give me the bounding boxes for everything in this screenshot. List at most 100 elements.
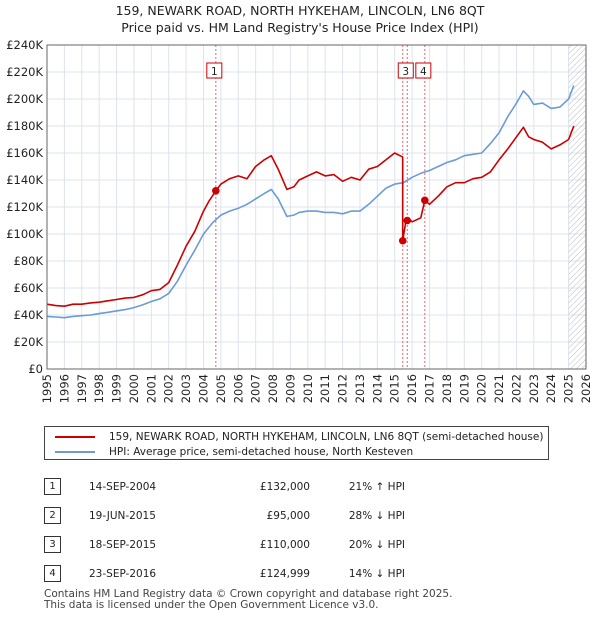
- marker-box-frame: [415, 62, 432, 79]
- y-tick-label: £0: [28, 362, 43, 376]
- sale-number-cell: 4: [44, 559, 89, 588]
- marker-box-label: 3: [402, 66, 409, 78]
- y-tick-label: £240K: [6, 38, 43, 52]
- marker-box-label: 4: [420, 66, 427, 78]
- series-line-property: [46, 125, 575, 307]
- footer-line2: This data is licensed under the Open Gov…: [44, 599, 379, 611]
- y-tick-label: £80K: [14, 254, 44, 268]
- marker-box-4: 4: [415, 62, 432, 79]
- y-tick-label: £100K: [6, 227, 43, 241]
- x-tick-label: 2001: [144, 374, 158, 403]
- y-tick-label: £40K: [14, 308, 44, 322]
- y-tick-label: £180K: [6, 119, 43, 133]
- x-tick-label: 2006: [231, 374, 245, 403]
- marker-box-label: 1: [211, 66, 218, 78]
- x-tick-label: 1998: [92, 374, 106, 403]
- y-tick-label: £140K: [6, 173, 43, 187]
- sale-hpi-change: 14% ↓ HPI: [348, 567, 405, 580]
- y-tick-label: £120K: [6, 200, 43, 214]
- y-tick-label: £220K: [6, 65, 43, 79]
- x-tick-label: 1999: [110, 374, 124, 403]
- sales-table-row: 2 19-JUN-2015 £95,000 28% ↓ HPI: [44, 501, 405, 530]
- x-tick-label: 2012: [336, 374, 350, 403]
- y-tick-label: £200K: [6, 92, 43, 106]
- y-tick-label: £60K: [14, 281, 44, 295]
- x-tick-label: 2014: [370, 374, 384, 403]
- marker-box-frame: [397, 62, 414, 79]
- sale-price: £110,000: [259, 538, 310, 551]
- x-tick-label: 1995: [40, 374, 54, 403]
- x-tick-label: 2007: [249, 374, 263, 403]
- legend-swatch-property: [55, 435, 95, 438]
- sale-hpi-change: 28% ↓ HPI: [348, 509, 405, 522]
- legend-item-hpi: HPI: Average price, semi-detached house,…: [55, 444, 413, 459]
- legend-label-property: 159, NEWARK ROAD, NORTH HYKEHAM, LINCOLN…: [109, 430, 544, 443]
- x-tick-label: 2023: [527, 374, 541, 403]
- sale-date: 19-JUN-2015: [89, 509, 156, 522]
- sale-price: £124,999: [259, 567, 310, 580]
- legend-item-property: 159, NEWARK ROAD, NORTH HYKEHAM, LINCOLN…: [55, 429, 543, 444]
- sale-point-2: [398, 236, 407, 245]
- x-tick-label: 2019: [457, 374, 471, 403]
- chart-title-line1: 159, NEWARK ROAD, NORTH HYKEHAM, LINCOLN…: [115, 3, 485, 18]
- x-tick-label: 2016: [405, 374, 419, 403]
- chart-title: 159, NEWARK ROAD, NORTH HYKEHAM, LINCOLN…: [0, 2, 600, 36]
- x-tick-label: 2026: [579, 374, 593, 403]
- x-tick-label: 2003: [179, 374, 193, 403]
- legend-label-hpi: HPI: Average price, semi-detached house,…: [109, 445, 414, 458]
- sale-number-badge: 1: [44, 478, 61, 495]
- x-tick-label: 2011: [318, 374, 332, 403]
- sale-point-1: [212, 187, 220, 195]
- x-tick-label: 2010: [301, 374, 315, 403]
- sale-number-cell: 3: [44, 530, 89, 559]
- footer: Contains HM Land Registry data © Crown c…: [44, 589, 452, 611]
- y-tick-label: £20K: [14, 335, 44, 349]
- footer-line1: Contains HM Land Registry data © Crown c…: [44, 588, 453, 600]
- plot-frame: [46, 44, 587, 370]
- x-tick-label: 2005: [214, 374, 228, 403]
- marker-box-frame: [206, 62, 223, 79]
- y-tick-label: £160K: [6, 146, 43, 160]
- sale-number-cell: 2: [44, 501, 89, 530]
- sale-number-cell: 1: [44, 472, 89, 501]
- sale-date: 23-SEP-2016: [89, 567, 157, 580]
- x-tick-label: 2004: [196, 374, 210, 403]
- sales-table-row: 4 23-SEP-2016 £124,999 14% ↓ HPI: [44, 559, 405, 588]
- x-tick-label: 1997: [75, 374, 89, 403]
- x-tick-label: 2008: [266, 374, 280, 403]
- sale-number-badge: 3: [44, 536, 61, 553]
- x-tick-label: 2000: [127, 374, 141, 403]
- sale-number-badge: 2: [44, 507, 61, 524]
- x-tick-label: 2024: [544, 374, 558, 403]
- x-tick-label: 2025: [562, 374, 576, 403]
- x-tick-label: 2009: [283, 374, 297, 403]
- sale-price: £95,000: [266, 509, 310, 522]
- x-tick-label: 2013: [353, 374, 367, 403]
- sale-point-4: [421, 196, 429, 205]
- sale-hpi-change: 20% ↓ HPI: [348, 538, 405, 551]
- sale-date: 18-SEP-2015: [89, 538, 157, 551]
- chart-legend: 159, NEWARK ROAD, NORTH HYKEHAM, LINCOLN…: [44, 426, 549, 460]
- sale-point-3: [403, 216, 412, 225]
- sale-hpi-change: 21% ↑ HPI: [348, 480, 405, 493]
- sale-date: 14-SEP-2004: [89, 480, 157, 493]
- x-tick-label: 2017: [423, 374, 437, 403]
- sales-table: 1 14-SEP-2004 £132,000 21% ↑ HPI 2 19-JUN-201…: [44, 472, 405, 588]
- x-tick-label: 2015: [388, 374, 402, 403]
- sale-price: £132,000: [259, 480, 310, 493]
- marker-box-1: 1: [206, 62, 223, 79]
- x-tick-label: 1996: [57, 374, 71, 403]
- legend-swatch-hpi: [55, 450, 95, 453]
- x-tick-label: 2022: [509, 374, 523, 403]
- x-tick-label: 2018: [440, 374, 454, 403]
- marker-box-3: 3: [397, 62, 414, 79]
- sales-table-row: 1 14-SEP-2004 £132,000 21% ↑ HPI: [44, 472, 405, 501]
- sale-number-badge: 4: [44, 565, 61, 582]
- x-tick-label: 2002: [162, 374, 176, 403]
- chart-title-line2: Price paid vs. HM Land Registry's House …: [121, 20, 479, 35]
- x-tick-label: 2020: [475, 374, 489, 403]
- x-tick-label: 2021: [492, 374, 506, 403]
- sales-table-row: 3 18-SEP-2015 £110,000 20% ↓ HPI: [44, 530, 405, 559]
- series-line-hpi: [46, 85, 575, 319]
